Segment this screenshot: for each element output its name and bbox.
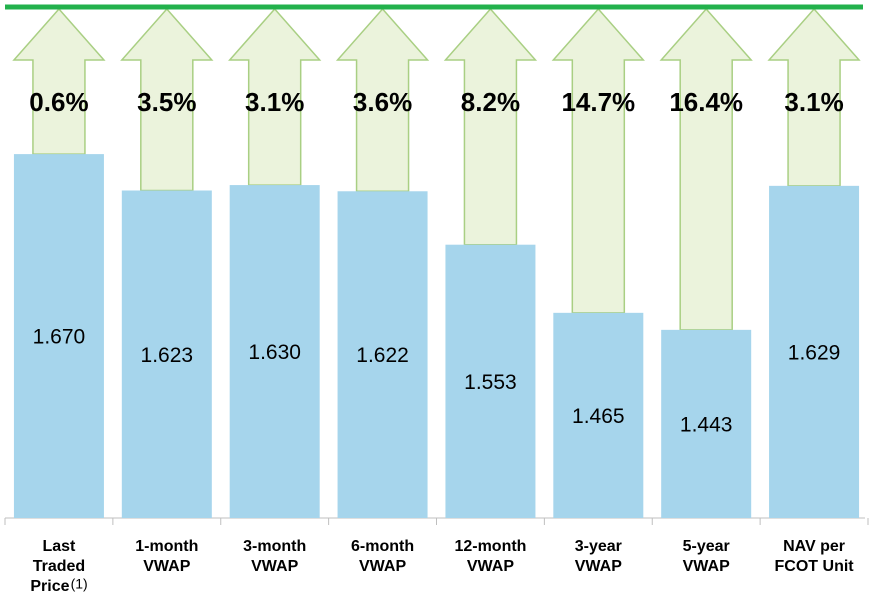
x-tick-label: VWAP <box>683 558 730 575</box>
x-tick-label: 6-month <box>351 538 414 555</box>
premium-arrow <box>12 7 106 155</box>
value-label: 1.629 <box>788 341 841 364</box>
x-tick-label: 3-year <box>575 538 622 555</box>
premium-label: 3.1% <box>784 87 843 117</box>
premium-arrow <box>335 7 430 193</box>
arrows <box>12 7 861 331</box>
x-tick-label: 12-month <box>454 538 526 555</box>
premium-label: 16.4% <box>669 87 743 117</box>
value-label: 1.630 <box>248 341 301 364</box>
x-tick-label: 5-year <box>683 538 730 555</box>
value-label: 1.553 <box>464 371 517 394</box>
premium-arrow <box>659 7 753 331</box>
value-label: 1.670 <box>33 326 86 349</box>
bar <box>553 312 644 518</box>
x-tick-label: Traded <box>33 558 85 575</box>
x-tick-label: VWAP <box>359 558 406 575</box>
premium-label: 14.7% <box>561 87 635 117</box>
bar <box>769 185 860 518</box>
x-tick-label: VWAP <box>251 558 298 575</box>
x-tick-label: 3-month <box>243 538 306 555</box>
x-tick-label: VWAP <box>575 558 622 575</box>
x-tick-label: Price <box>30 578 69 595</box>
value-label: 1.622 <box>356 344 409 367</box>
bar <box>337 191 428 518</box>
bar <box>445 244 536 518</box>
premium-label: 0.6% <box>29 87 88 117</box>
x-tick-label: FCOT Unit <box>775 558 855 575</box>
x-tick-label: NAV per <box>783 538 845 555</box>
bar <box>661 329 752 518</box>
footnote-mark: (1) <box>71 576 88 592</box>
premium-arrow <box>120 7 214 192</box>
premium-arrow <box>551 7 645 314</box>
premium-label: 3.1% <box>245 87 304 117</box>
premium-label: 8.2% <box>461 87 520 117</box>
value-label: 1.465 <box>572 405 625 428</box>
value-label: 1.623 <box>141 344 194 367</box>
bar <box>13 154 104 518</box>
value-label: 1.443 <box>680 413 733 436</box>
bar <box>229 185 320 519</box>
premium-arrow <box>443 7 538 246</box>
bar <box>121 190 212 518</box>
premium-arrow <box>767 7 861 187</box>
premium-arrow <box>228 7 322 186</box>
x-tick-label: VWAP <box>467 558 514 575</box>
premium-label: 3.6% <box>353 87 412 117</box>
premium-label: 3.5% <box>137 87 196 117</box>
x-tick-label: 1-month <box>135 538 198 555</box>
x-tick-label: VWAP <box>143 558 190 575</box>
x-tick-label: Last <box>42 538 76 555</box>
